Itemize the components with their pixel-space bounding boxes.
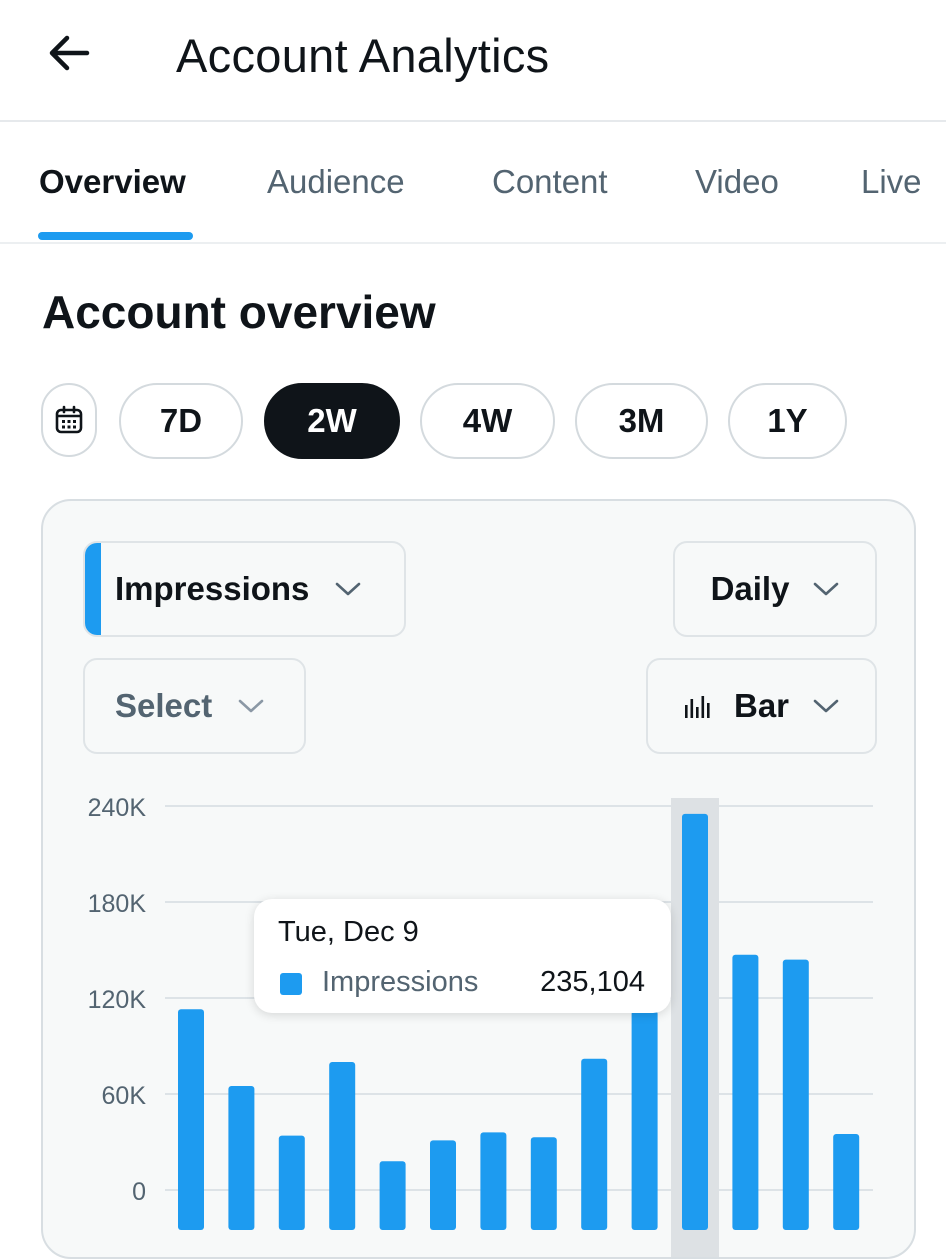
bar-impressions-2[interactable] [278,1135,305,1230]
bar-impressions-6[interactable] [480,1132,507,1230]
bar-impressions-9[interactable] [631,1010,658,1230]
analytics-tabs: Overview Audience Content Video Live [0,122,946,244]
range-3m-button[interactable]: 3M [575,383,708,459]
bar-impressions-10[interactable] [682,813,708,1230]
metric-dropdown-label: Impressions [115,570,310,607]
back-button[interactable] [38,22,100,84]
active-tab-indicator [38,232,193,240]
bar-impressions-0[interactable] [178,1009,204,1230]
range-2w-button[interactable]: 2W [264,383,400,459]
range-4w-button[interactable]: 4W [420,383,555,459]
tab-audience[interactable]: Audience [267,163,405,200]
y-tick-label: 0 [132,1178,146,1206]
bar-chart-icon [684,693,710,719]
bar-impressions-5[interactable] [430,1140,456,1230]
bar-impressions-13[interactable] [833,1134,860,1230]
page-title: Account Analytics [176,29,550,82]
chart-type-dropdown[interactable]: Bar [646,658,877,754]
chevron-down-icon [335,581,361,597]
y-tick-label: 240K [88,794,147,822]
range-1y-button[interactable]: 1Y [728,383,847,459]
bar-impressions-8[interactable] [581,1058,608,1230]
chevron-down-icon [813,581,839,597]
tab-content[interactable]: Content [492,163,608,200]
chart-card: Impressions Daily Select Bar [41,499,916,1259]
bar-impressions-12[interactable] [782,959,809,1230]
tab-overview[interactable]: Overview [39,163,186,200]
bar-impressions-1[interactable] [228,1086,255,1230]
compare-dropdown[interactable]: Select [83,658,306,754]
section-title: Account overview [42,286,436,338]
tooltip-series-name: Impressions [322,966,479,998]
tab-live[interactable]: Live [861,163,922,200]
bar-impressions-3[interactable] [329,1062,356,1230]
interval-dropdown-label: Daily [710,570,790,607]
tooltip-series-swatch [280,973,302,995]
chevron-down-icon [813,698,839,714]
bar-impressions-4[interactable] [379,1161,406,1230]
tooltip-date: Tue, Dec 9 [278,916,419,948]
chart-tooltip: Tue, Dec 9 Impressions 235,104 [254,899,671,1013]
bar-impressions-11[interactable] [732,954,759,1230]
arrow-left-icon [49,35,90,71]
date-range-calendar-button[interactable] [41,383,97,457]
compare-dropdown-label: Select [115,687,213,724]
tooltip-value: 235,104 [540,966,645,998]
interval-dropdown[interactable]: Daily [673,541,877,637]
chevron-down-icon [238,698,264,714]
app-header: Account Analytics [0,0,946,122]
impressions-bar-chart[interactable]: 0 60K 120K 180K 240K [43,501,916,1259]
metric-dropdown[interactable]: Impressions [83,541,406,637]
calendar-icon [55,405,83,434]
y-tick-label: 60K [102,1082,147,1110]
bar-impressions-7[interactable] [530,1137,557,1230]
y-tick-label: 120K [88,986,147,1014]
chart-type-dropdown-label: Bar [733,687,790,724]
metric-color-accent [85,543,101,635]
tab-video[interactable]: Video [695,163,779,200]
range-7d-button[interactable]: 7D [119,383,243,459]
y-tick-label: 180K [88,890,147,918]
